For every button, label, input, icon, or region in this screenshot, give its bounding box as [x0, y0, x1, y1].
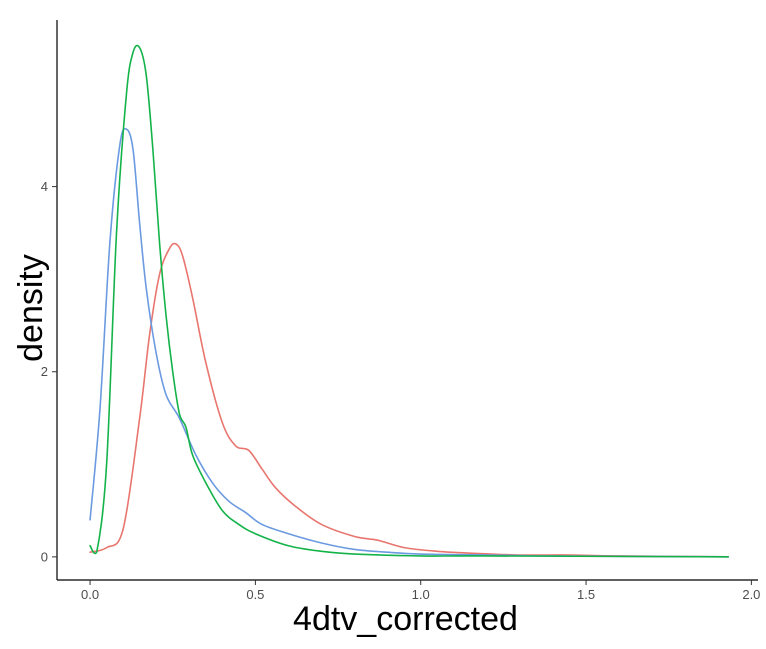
x-axis-title: 4dtv_corrected: [293, 600, 518, 638]
y-tick-label: 4: [41, 179, 48, 194]
x-tick-label: 1.5: [577, 587, 595, 602]
density-line-3: [89, 44, 730, 558]
axes: [56, 20, 758, 581]
y-axis-title: density: [12, 254, 50, 362]
y-tick-label: 0: [41, 549, 48, 564]
x-tick-label: 0.5: [246, 587, 264, 602]
y-tick-label: 2: [41, 364, 48, 379]
x-tick-label: 0.0: [81, 587, 99, 602]
density-line-2: [89, 127, 730, 558]
series-lines: [89, 44, 730, 558]
x-tick-label: 2.0: [742, 587, 760, 602]
density-line-1: [89, 242, 730, 558]
x-tick-label: 1.0: [412, 587, 430, 602]
ticks: 0.0 0.5 1.0 1.5 2.0 0 2 4: [41, 179, 761, 602]
